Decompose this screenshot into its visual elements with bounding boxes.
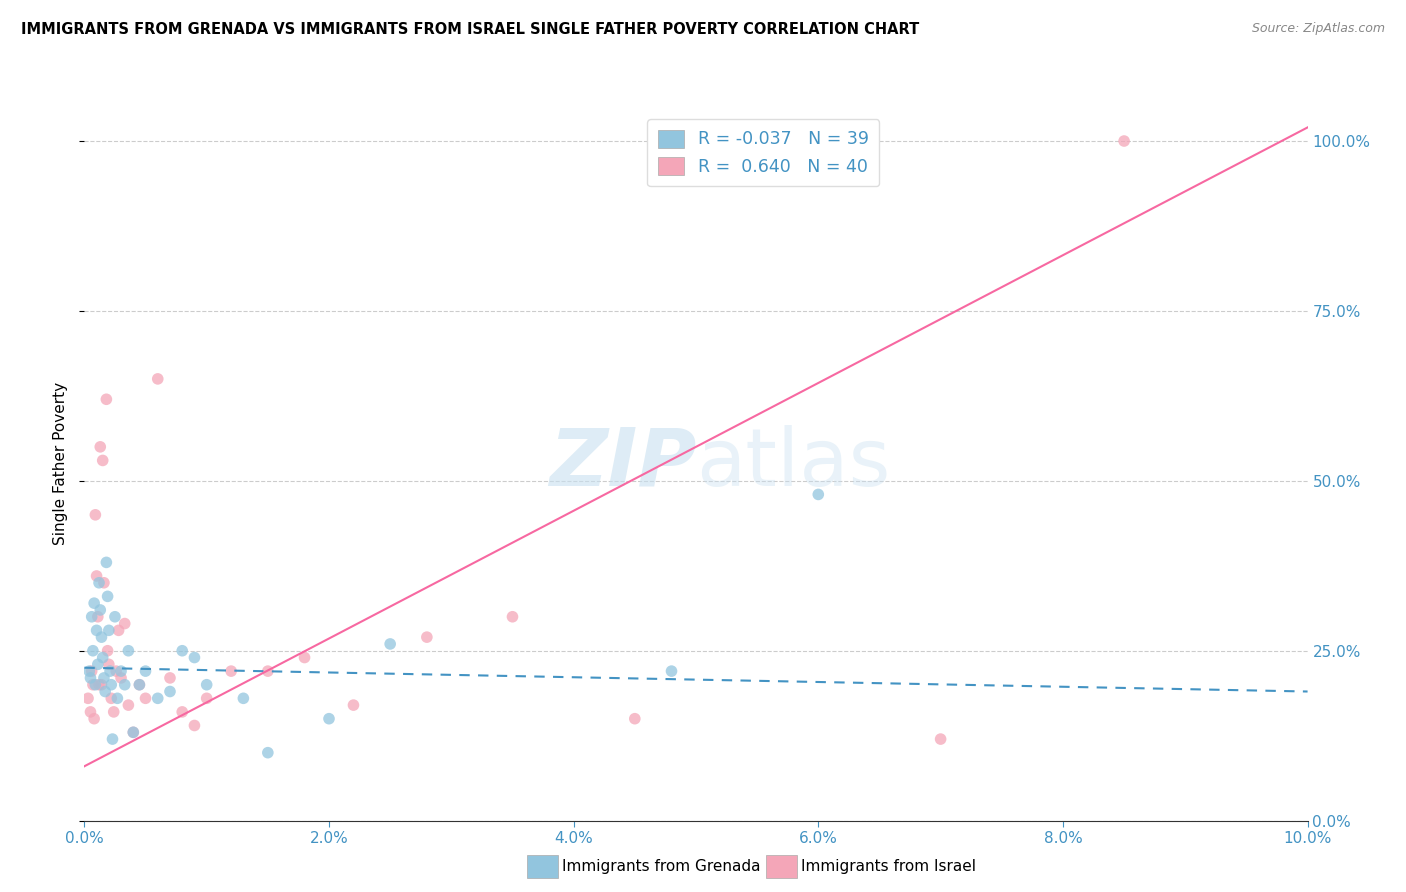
Point: [183, 718, 205, 732]
Point: [105, 691, 128, 706]
Point: [135, 664, 157, 678]
Point: [117, 644, 139, 658]
Point: [90, 630, 112, 644]
Point: [117, 698, 139, 712]
Point: [83, 712, 105, 726]
Point: [195, 691, 218, 706]
Text: atlas: atlas: [696, 425, 890, 503]
Point: [807, 487, 830, 501]
Text: Source: ZipAtlas.com: Source: ZipAtlas.com: [1251, 22, 1385, 36]
Point: [294, 650, 316, 665]
Text: ZIP: ZIP: [548, 425, 696, 503]
Legend: R = -0.037   N = 39, R =  0.640   N = 40: R = -0.037 N = 39, R = 0.640 N = 40: [647, 120, 879, 186]
Point: [93, 575, 115, 590]
Point: [100, 691, 122, 706]
Point: [101, 732, 124, 747]
Point: [97, 644, 120, 658]
Point: [172, 705, 194, 719]
Point: [94, 684, 117, 698]
Point: [122, 725, 145, 739]
Point: [195, 678, 218, 692]
Point: [79, 671, 101, 685]
Point: [135, 691, 157, 706]
Point: [97, 657, 120, 672]
Point: [159, 671, 181, 685]
Point: [159, 684, 181, 698]
Point: [90, 678, 112, 692]
Point: [91, 650, 114, 665]
Point: [146, 691, 169, 706]
Point: [77, 691, 100, 706]
Text: Immigrants from Grenada: Immigrants from Grenada: [562, 859, 761, 873]
Point: [84, 678, 107, 692]
Point: [98, 664, 121, 678]
Point: [232, 691, 254, 706]
Point: [86, 569, 108, 583]
Point: [86, 624, 108, 638]
Point: [114, 678, 136, 692]
Point: [93, 671, 115, 685]
Point: [661, 664, 683, 678]
Point: [89, 603, 111, 617]
Point: [318, 712, 340, 726]
Point: [624, 712, 647, 726]
Point: [146, 372, 169, 386]
Point: [83, 596, 105, 610]
Y-axis label: Single Father Poverty: Single Father Poverty: [53, 383, 69, 545]
Point: [380, 637, 402, 651]
Point: [172, 644, 194, 658]
Point: [80, 609, 103, 624]
Point: [84, 508, 107, 522]
Text: Immigrants from Israel: Immigrants from Israel: [801, 859, 976, 873]
Point: [104, 609, 127, 624]
Point: [257, 746, 280, 760]
Point: [105, 664, 128, 678]
Point: [110, 671, 132, 685]
Point: [82, 644, 104, 658]
Point: [929, 732, 952, 747]
Point: [96, 555, 118, 569]
Point: [82, 678, 104, 692]
Point: [97, 624, 120, 638]
Point: [219, 664, 242, 678]
Point: [87, 575, 110, 590]
Point: [103, 705, 125, 719]
Point: [183, 650, 205, 665]
Point: [77, 664, 100, 678]
Point: [416, 630, 439, 644]
Point: [79, 705, 101, 719]
Point: [342, 698, 364, 712]
Point: [122, 725, 145, 739]
Point: [89, 440, 111, 454]
Point: [100, 678, 122, 692]
Point: [107, 624, 129, 638]
Point: [87, 609, 110, 624]
Text: IMMIGRANTS FROM GRENADA VS IMMIGRANTS FROM ISRAEL SINGLE FATHER POVERTY CORRELAT: IMMIGRANTS FROM GRENADA VS IMMIGRANTS FR…: [21, 22, 920, 37]
Point: [91, 453, 114, 467]
Point: [257, 664, 280, 678]
Point: [128, 678, 150, 692]
Point: [87, 678, 110, 692]
Point: [1114, 134, 1136, 148]
Point: [502, 609, 524, 624]
Point: [80, 664, 103, 678]
Point: [97, 590, 120, 604]
Point: [114, 616, 136, 631]
Point: [128, 678, 150, 692]
Point: [96, 392, 118, 407]
Point: [87, 657, 110, 672]
Point: [110, 664, 132, 678]
